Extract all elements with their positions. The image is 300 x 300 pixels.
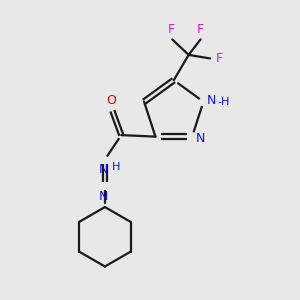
Text: N: N <box>99 190 108 203</box>
Text: O: O <box>106 94 116 107</box>
Text: N: N <box>207 94 216 107</box>
Text: N: N <box>99 163 108 176</box>
Text: N: N <box>196 132 205 145</box>
Text: F: F <box>215 52 223 65</box>
Text: H: H <box>112 163 121 172</box>
Text: F: F <box>168 23 175 37</box>
Text: F: F <box>197 23 204 37</box>
Text: -H: -H <box>218 97 230 107</box>
